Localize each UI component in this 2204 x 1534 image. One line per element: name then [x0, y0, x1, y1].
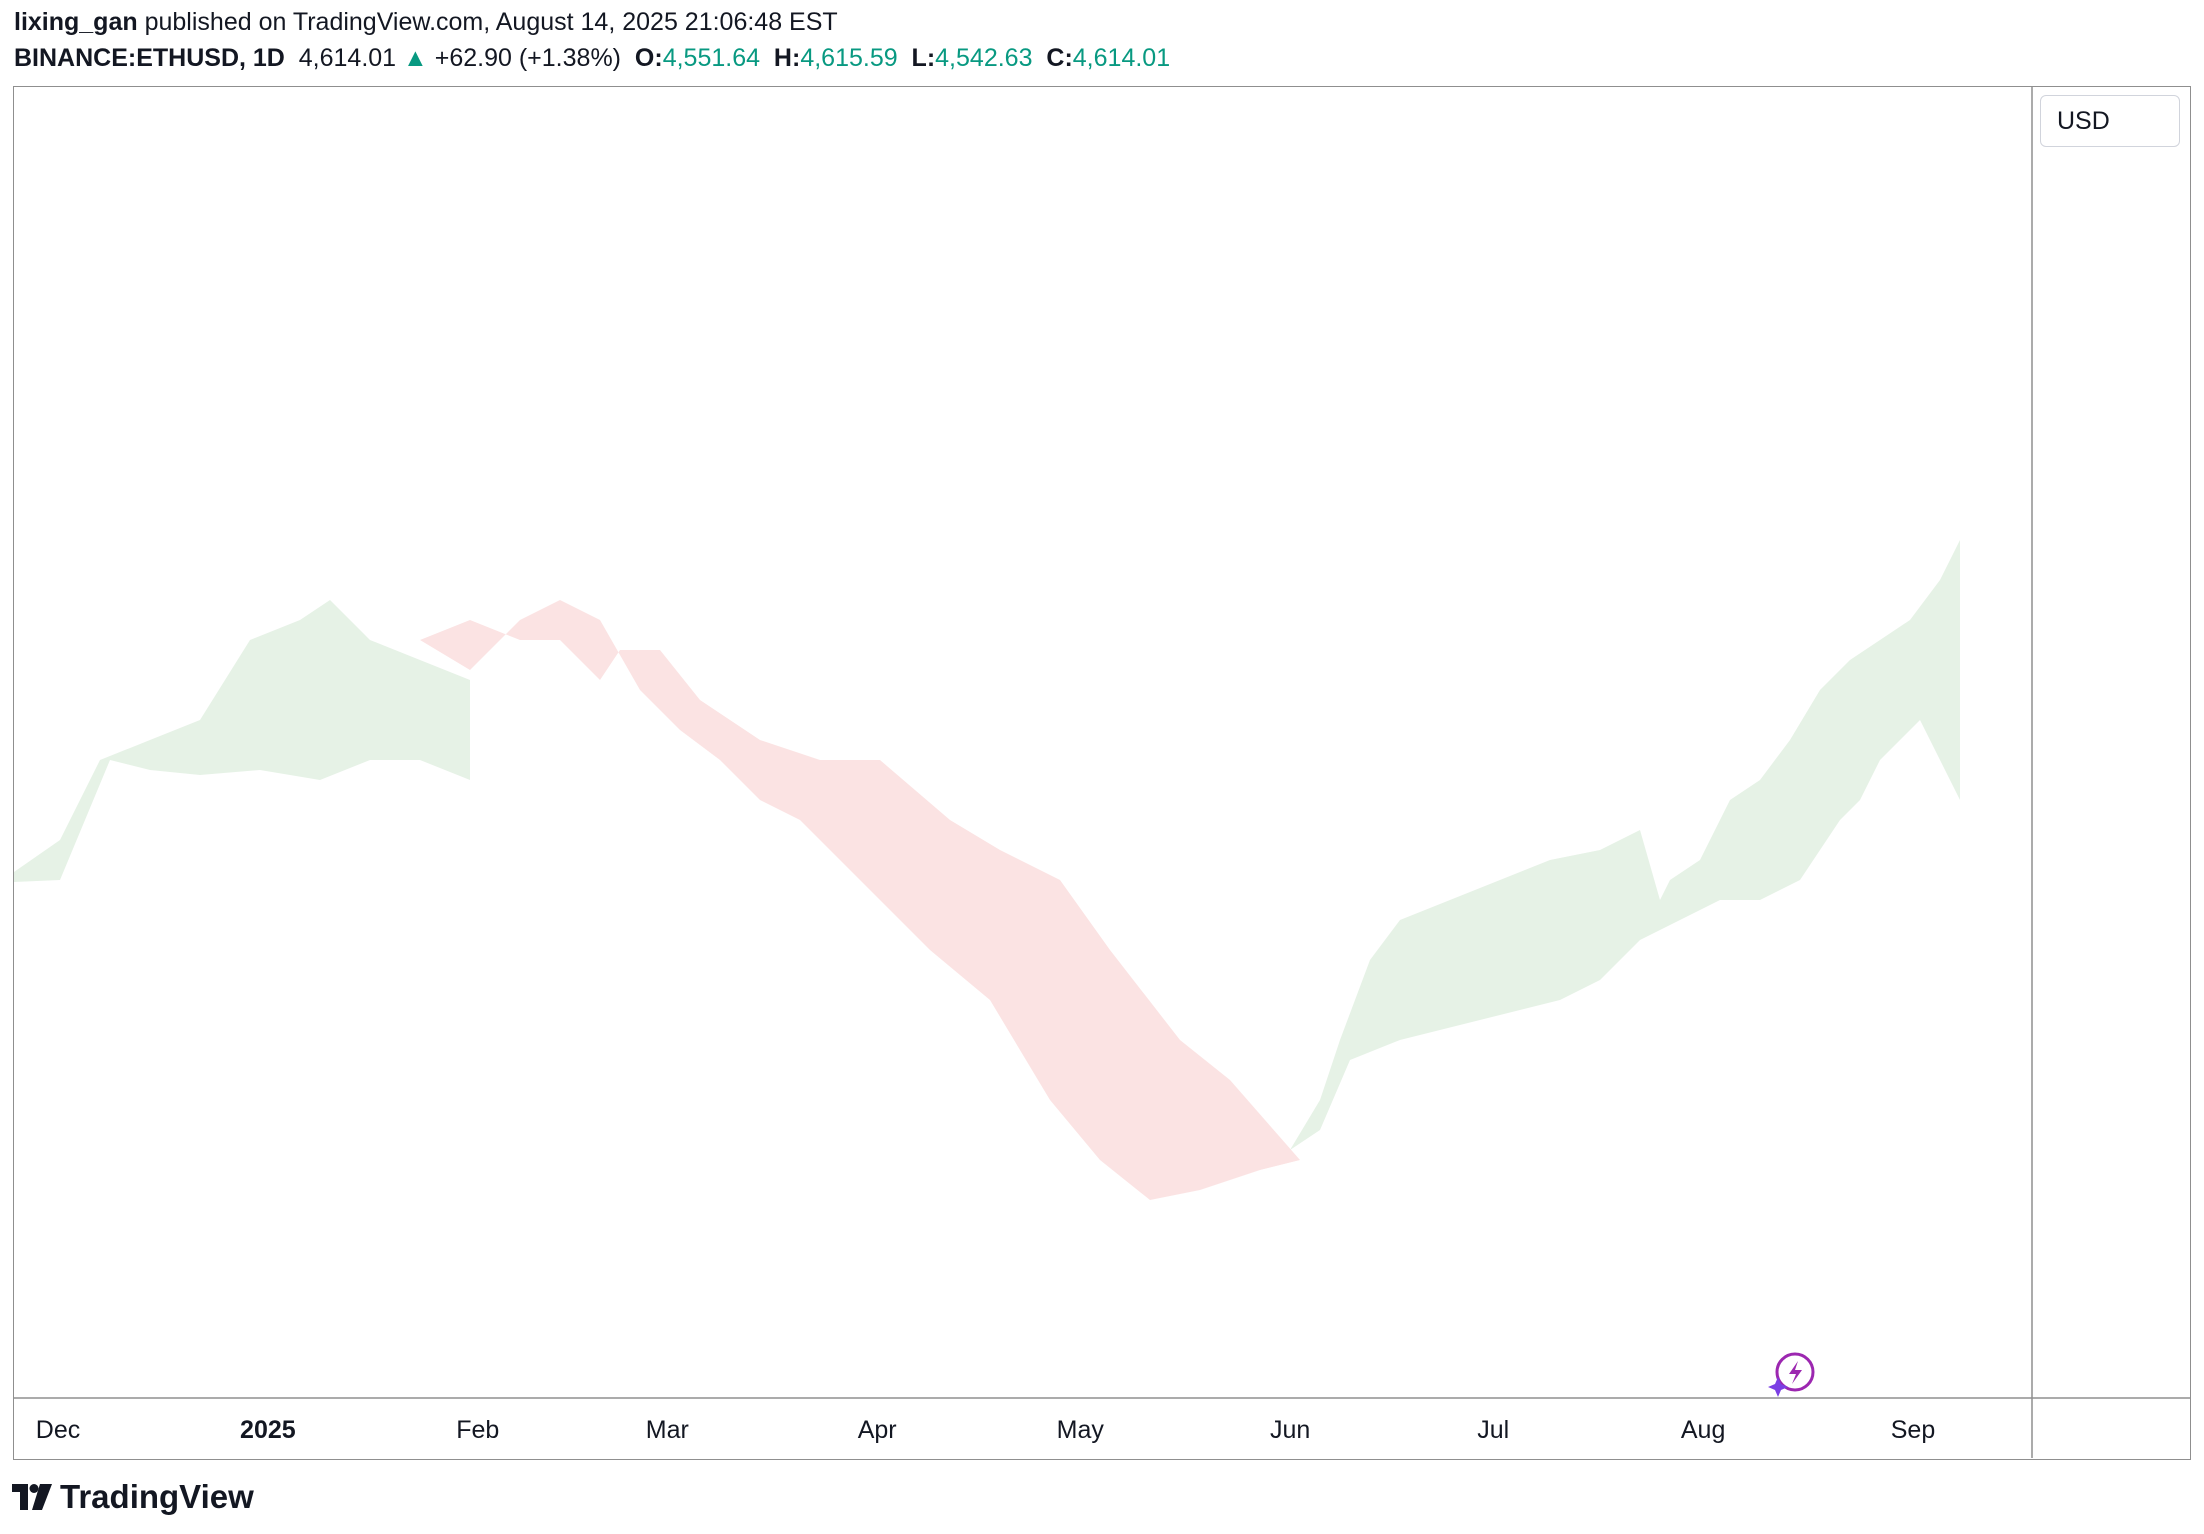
tradingview-logo[interactable]: TradingView — [12, 1478, 254, 1516]
open-value: 4,551.64 — [662, 44, 761, 72]
time-tick-label: Jul — [1477, 1416, 1509, 1444]
price-change: +62.90 (+1.38%) — [434, 44, 621, 72]
time-tick-label: Aug — [1681, 1416, 1725, 1444]
close-label: C: — [1046, 44, 1073, 72]
time-tick-label: May — [1057, 1416, 1105, 1444]
high-value: 4,615.59 — [800, 44, 898, 72]
low-value: 4,542.63 — [935, 44, 1033, 72]
open-label: O: — [634, 44, 663, 72]
symbol-label[interactable]: BINANCE:ETHUSD, 1D — [14, 44, 285, 72]
time-tick-label: Jun — [1270, 1416, 1310, 1444]
spark-icon[interactable] — [1768, 1352, 1815, 1397]
cloud-bull-area — [1290, 540, 1960, 1150]
publish-info: lixing_gan published on TradingView.com,… — [14, 8, 838, 37]
currency-button[interactable]: USD — [2040, 95, 2180, 147]
chart-frame — [13, 86, 2191, 1460]
time-tick-label: Sep — [1891, 1416, 1935, 1444]
change-arrow-icon: ▲ — [403, 44, 428, 72]
tradingview-logo-icon — [12, 1484, 52, 1510]
axes: 6,400.006,000.005,600.005,200.004,600.00… — [14, 87, 2190, 1458]
time-tick-label: Dec — [36, 1416, 80, 1444]
symbol-legend: BINANCE:ETHUSD, 1D 4,614.01 ▲ +62.90 (+1… — [14, 44, 1170, 73]
close-value: 4,614.01 — [1072, 44, 1171, 72]
time-tick-label: 2025 — [240, 1416, 296, 1444]
last-price: 4,614.01 — [298, 44, 397, 72]
brand-name: TradingView — [60, 1478, 254, 1515]
time-tick-label: Apr — [858, 1416, 897, 1444]
high-label: H: — [773, 44, 801, 72]
time-tick-label: Mar — [646, 1416, 689, 1444]
cloud-bull-area — [14, 600, 470, 882]
published-text: published on TradingView.com, August 14,… — [144, 8, 838, 36]
cloud-bear-area — [420, 600, 1300, 1200]
ichimoku-cloud — [14, 540, 1960, 1200]
author-name[interactable]: lixing_gan — [14, 8, 138, 36]
low-label: L: — [911, 44, 936, 72]
time-tick-label: Feb — [456, 1416, 499, 1444]
